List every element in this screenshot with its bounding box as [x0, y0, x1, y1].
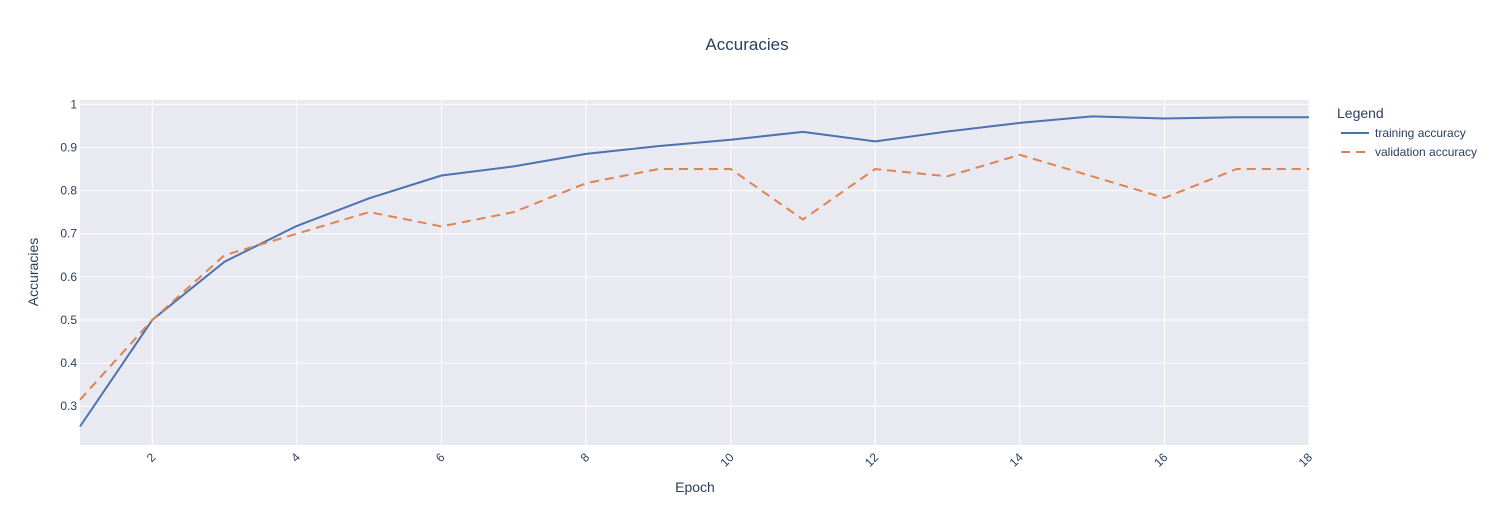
x-tick-label: 4	[288, 450, 303, 465]
legend-item-training[interactable]: training accuracy	[1341, 126, 1466, 140]
legend: Legend training accuracy validation accu…	[1337, 105, 1477, 159]
y-tick-label: 0.9	[60, 140, 77, 154]
training-accuracy-line	[79, 115, 1309, 428]
x-tick-label: 16	[1151, 450, 1171, 470]
legend-label-training: training accuracy	[1375, 126, 1466, 140]
chart-title: Accuracies	[705, 35, 788, 54]
x-tick-label: 6	[433, 450, 448, 465]
y-tick-label: 0.6	[60, 270, 77, 284]
series-lines	[79, 115, 1309, 428]
y-tick-label: 0.5	[60, 313, 77, 327]
legend-item-validation[interactable]: validation accuracy	[1341, 145, 1477, 159]
y-tick-label: 0.3	[60, 399, 77, 413]
x-tick-label: 12	[862, 450, 882, 470]
y-tick-label: 0.7	[60, 227, 77, 241]
x-tick-label: 18	[1296, 450, 1316, 470]
legend-title: Legend	[1337, 105, 1384, 121]
y-tick-label: 0.4	[60, 356, 77, 370]
y-axis-title: Accuracies	[25, 238, 41, 306]
x-tick-label: 2	[144, 450, 159, 465]
validation-accuracy-line	[79, 153, 1309, 401]
y-tick-label: 1	[70, 97, 77, 111]
x-tick-labels: 2 4 6 8 10 12 14 16 18	[144, 450, 1316, 470]
x-axis-title: Epoch	[675, 479, 715, 495]
x-tick-label: 10	[717, 450, 737, 470]
x-tick-label: 8	[578, 450, 593, 465]
x-tick-label: 14	[1007, 450, 1027, 470]
y-tick-labels: 0.3 0.4 0.5 0.6 0.7 0.8 0.9 1	[60, 97, 77, 413]
grid-lines	[80, 100, 1310, 445]
plot-background	[80, 100, 1309, 445]
y-tick-label: 0.8	[60, 184, 77, 198]
legend-label-validation: validation accuracy	[1375, 145, 1477, 159]
